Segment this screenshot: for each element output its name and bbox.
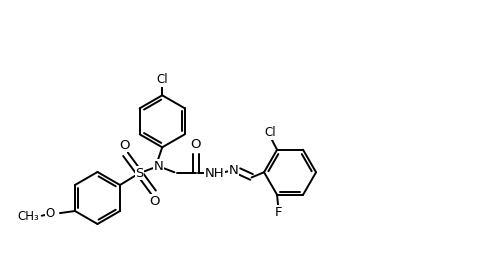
Text: S: S bbox=[135, 167, 144, 180]
Text: N: N bbox=[154, 160, 163, 173]
Text: O: O bbox=[190, 138, 201, 151]
Text: CH₃: CH₃ bbox=[18, 210, 39, 223]
Text: Cl: Cl bbox=[156, 73, 168, 86]
Text: N: N bbox=[229, 164, 239, 177]
Text: Cl: Cl bbox=[264, 126, 276, 139]
Text: O: O bbox=[46, 207, 55, 220]
Text: O: O bbox=[119, 139, 130, 152]
Text: F: F bbox=[275, 206, 282, 219]
Text: NH: NH bbox=[205, 167, 224, 180]
Text: O: O bbox=[149, 195, 160, 208]
